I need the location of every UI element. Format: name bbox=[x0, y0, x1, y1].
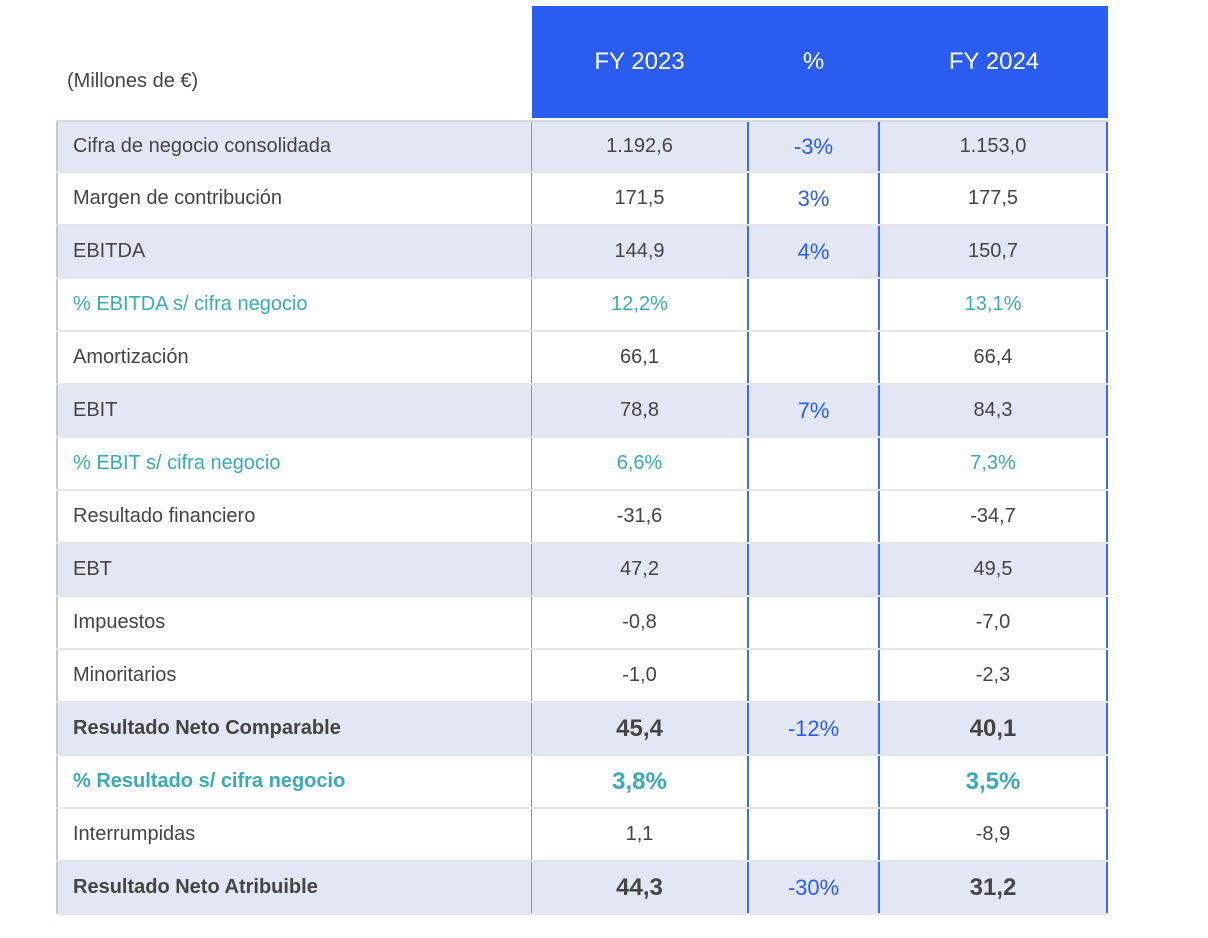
value-fy2023: 47,2 bbox=[620, 558, 659, 580]
value-fy2024: 31,2 bbox=[880, 862, 1108, 913]
value-percent-change: 3% bbox=[747, 173, 880, 224]
row-label: Interrumpidas bbox=[56, 809, 532, 860]
value-fy2023: -1,0 bbox=[622, 664, 657, 686]
header-fy2023: FY 2023 bbox=[594, 48, 685, 75]
value-fy2023: 1.192,6 bbox=[606, 135, 673, 157]
value-fy2024: 66,4 bbox=[880, 332, 1108, 383]
table-row: % Resultado s/ cifra negocio 3,8% 3,5% bbox=[56, 756, 1108, 809]
table-row: EBIT 78,8 7% 84,3 bbox=[56, 385, 1108, 438]
value-fy2023: 1,1 bbox=[625, 823, 654, 845]
row-label: EBT bbox=[56, 544, 532, 595]
row-label: EBIT bbox=[56, 385, 532, 436]
table-row: Amortización 66,1 66,4 bbox=[56, 332, 1108, 385]
value-percent-change: -3% bbox=[747, 122, 880, 171]
table-row: Impuestos -0,8 -7,0 bbox=[56, 597, 1108, 650]
table-row: % EBITDA s/ cifra negocio 12,2% 13,1% bbox=[56, 279, 1108, 332]
value-percent-change bbox=[747, 756, 880, 807]
value-fy2023: -0,8 bbox=[622, 611, 657, 633]
row-label: % EBIT s/ cifra negocio bbox=[56, 438, 532, 489]
value-percent-change bbox=[747, 809, 880, 860]
table-row: % EBIT s/ cifra negocio 6,6% 7,3% bbox=[56, 438, 1108, 491]
table-row: Resultado financiero -31,6 -34,7 bbox=[56, 491, 1108, 544]
value-fy2024: 150,7 bbox=[880, 226, 1108, 277]
value-fy2024: 49,5 bbox=[880, 544, 1108, 595]
table-row: EBITDA 144,9 4% 150,7 bbox=[56, 226, 1108, 279]
value-percent-change bbox=[747, 597, 880, 648]
row-label: Resultado Neto Comparable bbox=[56, 703, 532, 754]
value-fy2024: 84,3 bbox=[880, 385, 1108, 436]
value-percent-change bbox=[747, 332, 880, 383]
table-row: Resultado Neto Comparable 45,4 -12% 40,1 bbox=[56, 703, 1108, 756]
table-row: Interrumpidas 1,1 -8,9 bbox=[56, 809, 1108, 862]
value-percent-change: -30% bbox=[747, 862, 880, 913]
value-fy2024: 13,1% bbox=[880, 279, 1108, 330]
value-percent-change bbox=[747, 650, 880, 701]
value-percent-change: -12% bbox=[747, 703, 880, 754]
value-fy2023: 6,6% bbox=[616, 452, 663, 474]
value-fy2023: 171,5 bbox=[614, 187, 665, 209]
value-fy2024: 177,5 bbox=[880, 173, 1108, 224]
row-label: Impuestos bbox=[56, 597, 532, 648]
value-fy2023: 3,8% bbox=[612, 767, 667, 795]
value-fy2023: -31,6 bbox=[616, 505, 663, 527]
table-row: EBT 47,2 49,5 bbox=[56, 544, 1108, 597]
row-label: % EBITDA s/ cifra negocio bbox=[56, 279, 532, 330]
value-percent-change: 4% bbox=[747, 226, 880, 277]
value-fy2024: -7,0 bbox=[880, 597, 1108, 648]
value-fy2024: -34,7 bbox=[880, 491, 1108, 542]
table-row: Cifra de negocio consolidada 1.192,6 -3% 1.… bbox=[56, 120, 1108, 173]
unit-label: (Millones de €) bbox=[67, 70, 199, 92]
value-fy2024: 40,1 bbox=[880, 703, 1108, 754]
value-fy2023: 12,2% bbox=[611, 293, 668, 315]
value-percent-change: 7% bbox=[747, 385, 880, 436]
value-fy2023: 78,8 bbox=[620, 399, 659, 421]
row-label: Resultado financiero bbox=[56, 491, 532, 542]
value-fy2023: 144,9 bbox=[614, 240, 665, 262]
table-row: Resultado Neto Atribuible 44,3 -30% 31,2 bbox=[56, 862, 1108, 915]
row-label: % Resultado s/ cifra negocio bbox=[56, 756, 532, 807]
row-label: Resultado Neto Atribuible bbox=[56, 862, 532, 913]
value-percent-change bbox=[747, 279, 880, 330]
header-percent: % bbox=[802, 48, 825, 75]
table-row: Minoritarios -1,0 -2,3 bbox=[56, 650, 1108, 703]
value-percent-change bbox=[747, 491, 880, 542]
table-row: Margen de contribución 171,5 3% 177,5 bbox=[56, 173, 1108, 226]
row-label: Cifra de negocio consolidada bbox=[56, 122, 532, 171]
header-fy2024: FY 2024 bbox=[948, 48, 1040, 75]
financial-table: Cifra de negocio consolidada 1.192,6 -3% 1.… bbox=[56, 120, 1108, 915]
row-label: Minoritarios bbox=[56, 650, 532, 701]
value-fy2024: -2,3 bbox=[880, 650, 1108, 701]
value-fy2024: 7,3% bbox=[880, 438, 1108, 489]
value-percent-change bbox=[747, 544, 880, 595]
value-fy2023: 45,4 bbox=[616, 714, 663, 742]
value-fy2024: 3,5% bbox=[880, 756, 1108, 807]
row-label: Margen de contribución bbox=[56, 173, 532, 224]
value-fy2024: 1.153,0 bbox=[880, 122, 1108, 171]
value-fy2024: -8,9 bbox=[880, 809, 1108, 860]
row-label: Amortización bbox=[56, 332, 532, 383]
table-header: FY 2023 % FY 2024 bbox=[532, 6, 1108, 118]
value-percent-change bbox=[747, 438, 880, 489]
value-fy2023: 66,1 bbox=[620, 346, 659, 368]
row-label: EBITDA bbox=[56, 226, 532, 277]
value-fy2023: 44,3 bbox=[616, 873, 663, 901]
